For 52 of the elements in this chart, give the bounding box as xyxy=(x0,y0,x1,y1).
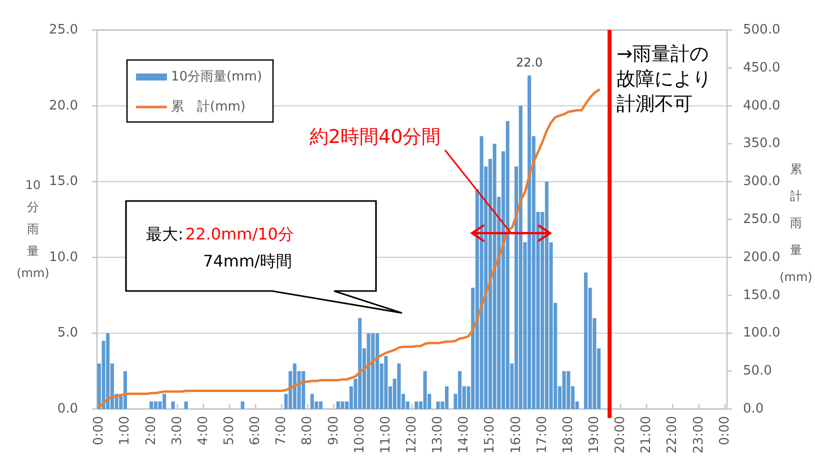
y2-tick-label: 250.0 xyxy=(743,212,780,227)
x-tick-label: 21:00 xyxy=(639,416,654,454)
y2-tick-label: 300.0 xyxy=(743,174,780,190)
y2-tick-label: 150.0 xyxy=(743,288,780,303)
x-tick-label: 23:00 xyxy=(691,416,706,454)
annotation: 最大: xyxy=(146,224,184,244)
x-tick-label: 4:00 xyxy=(196,416,211,446)
y2-tick-label: 350.0 xyxy=(743,136,780,152)
x-tick-label: 8:00 xyxy=(300,416,316,446)
y2-tick-label: 200.0 xyxy=(743,250,780,265)
y-title: 10分雨量(mm) xyxy=(16,178,50,280)
x-tick-label: 6:00 xyxy=(248,416,264,446)
x-tick-label: 17:00 xyxy=(534,416,550,454)
annotation: 約2時間40分間 xyxy=(309,126,441,148)
x-tick-label: 15:00 xyxy=(482,416,498,454)
legend-label: 累 計(mm) xyxy=(171,100,246,114)
x-tick-label: 1:00 xyxy=(118,416,133,446)
x-tick-label: 13:00 xyxy=(430,416,446,454)
x-tick-label: 16:00 xyxy=(508,416,524,454)
x-tick-label: 10:00 xyxy=(352,416,368,454)
x-tick-label: 7:00 xyxy=(274,416,290,446)
y2-tick-label: 100.0 xyxy=(743,326,780,341)
x-tick-label: 5:00 xyxy=(222,416,238,446)
x-tick-label: 3:00 xyxy=(170,416,185,446)
y-tick-label: 10.0 xyxy=(49,250,78,265)
ref-line-label: →雨量計の故障により計測不可 xyxy=(616,43,712,115)
y-tick-label: 25.0 xyxy=(49,22,78,38)
y2-tick-label: 400.0 xyxy=(743,98,780,114)
x-tick-label: 22:00 xyxy=(665,416,680,454)
x-tick-label: 2:00 xyxy=(144,416,159,446)
y-tick-label: 20.0 xyxy=(49,98,78,114)
y2-tick-label: 0.0 xyxy=(743,402,764,416)
x-tick-label: 9:00 xyxy=(326,416,342,446)
y-tick-label: 15.0 xyxy=(49,174,78,190)
y2-tick-label: 450.0 xyxy=(743,60,780,76)
x-tick-label: 11:00 xyxy=(378,416,394,454)
y2-tick-label: 500.0 xyxy=(743,22,780,38)
x-tick-label: 18:00 xyxy=(560,416,576,454)
x-tick-label: 12:00 xyxy=(404,416,420,454)
x-tick-label: 0:00 xyxy=(717,416,732,446)
annotation: 74mm/時間 xyxy=(203,252,292,270)
legend-label: 10分雨量(mm) xyxy=(171,70,262,84)
x-tick-label: 14:00 xyxy=(456,416,472,454)
data-label: 22.0 xyxy=(516,55,543,70)
y2-title: 累計雨量(mm) xyxy=(780,162,812,284)
annotation: 22.0mm/10分 xyxy=(185,224,294,244)
y-tick-label: 5.0 xyxy=(57,326,78,341)
x-tick-label: 19:00 xyxy=(586,416,602,454)
y-tick-label: 0.0 xyxy=(57,402,78,416)
x-tick-label: 20:00 xyxy=(613,416,628,454)
x-tick-label: 0:00 xyxy=(92,416,107,446)
y2-tick-label: 50.0 xyxy=(743,364,772,379)
